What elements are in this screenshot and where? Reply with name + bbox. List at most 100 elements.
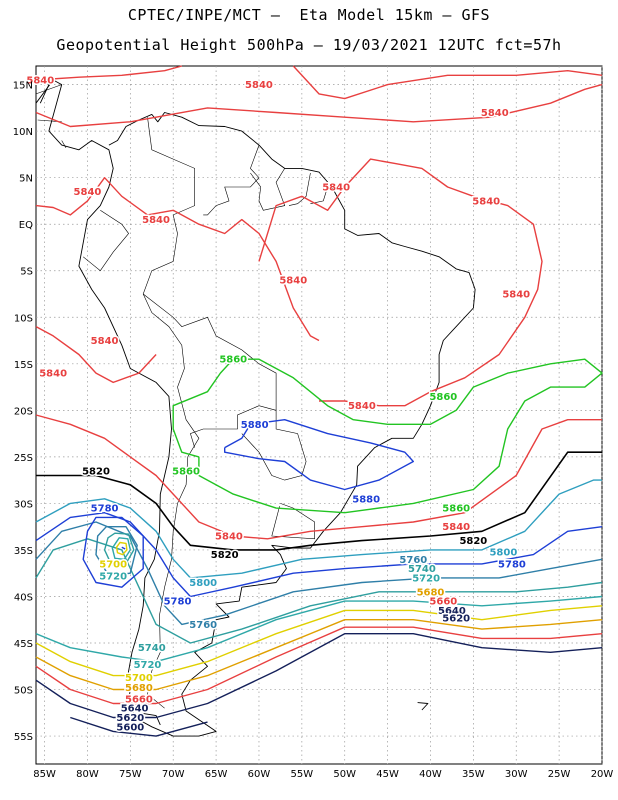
lon-tick-label: 50W xyxy=(333,769,356,780)
contour-5760 xyxy=(95,526,138,577)
contour-labels: 5840 5840 5840 5840 5840 5840 5840 5840 5840 5840… xyxy=(25,74,532,735)
map-gridlines xyxy=(36,66,603,764)
lon-tick-label: 55W xyxy=(291,769,314,780)
lon-tick-label: 80W xyxy=(76,769,99,780)
lon-tick-label: 85W xyxy=(33,769,56,780)
contour-label: 5840 xyxy=(215,531,243,542)
lon-tick-label: 60W xyxy=(248,769,271,780)
country-border xyxy=(142,117,195,388)
contour-5720 xyxy=(35,595,603,663)
lat-tick-label: 10N xyxy=(13,127,33,138)
contour-label: 5820 xyxy=(211,550,239,561)
coastline xyxy=(138,712,161,726)
contour-5840 xyxy=(292,65,603,100)
contour-label: 5620 xyxy=(116,713,144,724)
lat-tick-label: EQ xyxy=(19,220,33,231)
country-border xyxy=(241,410,307,481)
contour-label: 5840 xyxy=(39,369,67,380)
contour-label: 5840 xyxy=(279,276,307,287)
chart-title-line-2: Geopotential Height 500hPa – 19/03/2021 … xyxy=(56,36,562,54)
contour-5640 xyxy=(35,633,603,719)
latitude-labels: 15N 10N 5N EQ 5S 10S 15S 20S 25S 30S 35S 40S 45S 50S 5… xyxy=(13,81,33,743)
contour-5680 xyxy=(35,619,603,691)
lat-tick-label: 25S xyxy=(14,453,33,464)
contour-5800 xyxy=(35,479,602,579)
contour-5840 xyxy=(258,158,543,407)
contour-label: 5640 xyxy=(438,606,466,617)
contour-label: 5800 xyxy=(189,578,217,589)
lon-tick-label: 30W xyxy=(505,769,528,780)
contour-label: 5860 xyxy=(429,392,457,403)
country-border xyxy=(61,140,67,149)
contour-5760 xyxy=(35,521,603,626)
contour-5640 xyxy=(70,716,208,737)
contour-5780 xyxy=(35,512,603,598)
contour-5840 xyxy=(35,65,182,81)
contour-label: 5780 xyxy=(91,504,119,515)
lat-tick-label: 20S xyxy=(14,406,33,417)
contour-5740 xyxy=(35,538,603,644)
lat-tick-label: 15S xyxy=(14,360,33,371)
lon-tick-label: 45W xyxy=(376,769,399,780)
contour-label: 5720 xyxy=(134,660,162,671)
lat-tick-label: 50S xyxy=(14,686,33,697)
contour-5880 xyxy=(224,419,414,491)
longitude-labels: 85W 80W 75W 70W 65W 60W 55W 50W 45W 40W 35W 30W 25W 2… xyxy=(33,769,613,780)
lat-tick-label: 45S xyxy=(14,639,33,650)
coastline xyxy=(35,79,476,737)
map-frame xyxy=(35,65,603,765)
contour-5820 xyxy=(36,451,602,551)
contour-5660 xyxy=(35,626,603,705)
contour-5780 xyxy=(121,546,126,550)
lon-tick-label: 20W xyxy=(591,769,614,780)
contour-5840 xyxy=(35,177,320,342)
contour-label: 5760 xyxy=(189,620,217,631)
contour-label: 5680 xyxy=(417,587,445,598)
lat-tick-label: 5S xyxy=(20,267,33,278)
lon-tick-label: 75W xyxy=(119,769,142,780)
contour-label: 5840 xyxy=(142,215,170,226)
lat-tick-label: 35S xyxy=(14,546,33,557)
contour-label: 5840 xyxy=(502,290,530,301)
contour-5860 xyxy=(172,358,603,514)
contour-5700 xyxy=(35,605,603,677)
lat-tick-label: 10S xyxy=(14,313,33,324)
contour-label: 5840 xyxy=(442,522,470,533)
contour-label: 5840 xyxy=(245,80,273,91)
contour-label: 5780 xyxy=(164,597,192,608)
contour-label: 5820 xyxy=(459,536,487,547)
coastlines xyxy=(35,76,476,737)
contour-label: 5840 xyxy=(74,187,102,198)
lon-tick-label: 35W xyxy=(462,769,485,780)
contour-label: 5760 xyxy=(399,555,427,566)
lat-tick-label: 30S xyxy=(14,499,33,510)
contour-5700 xyxy=(115,541,128,556)
country-border xyxy=(147,387,200,709)
country-border xyxy=(35,84,62,95)
contour-label: 5840 xyxy=(472,196,500,207)
contour-5840 xyxy=(35,414,602,540)
contour-label: 5880 xyxy=(241,420,269,431)
contour-label: 5620 xyxy=(442,613,470,624)
contour-label: 5840 xyxy=(322,182,350,193)
contour-label: 5860 xyxy=(172,466,200,477)
contour-label: 5720 xyxy=(99,572,127,583)
contour-label: 5880 xyxy=(352,494,380,505)
contour-label: 5740 xyxy=(408,564,436,575)
contour-label: 5660 xyxy=(125,694,153,705)
contour-label: 5720 xyxy=(412,573,440,584)
contour-label: 5700 xyxy=(125,673,153,684)
contour-5840 xyxy=(35,325,157,384)
country-border xyxy=(83,210,129,272)
contour-label: 5780 xyxy=(498,559,526,570)
contour-5840 xyxy=(35,83,603,128)
contour-label: 5680 xyxy=(125,683,153,694)
lat-tick-label: 40S xyxy=(14,592,33,603)
contour-label: 5640 xyxy=(121,704,149,715)
contour-label: 5840 xyxy=(481,108,509,119)
lon-tick-label: 70W xyxy=(162,769,185,780)
lon-tick-label: 40W xyxy=(419,769,442,780)
country-border xyxy=(250,168,286,211)
lat-tick-label: 55S xyxy=(14,732,33,743)
